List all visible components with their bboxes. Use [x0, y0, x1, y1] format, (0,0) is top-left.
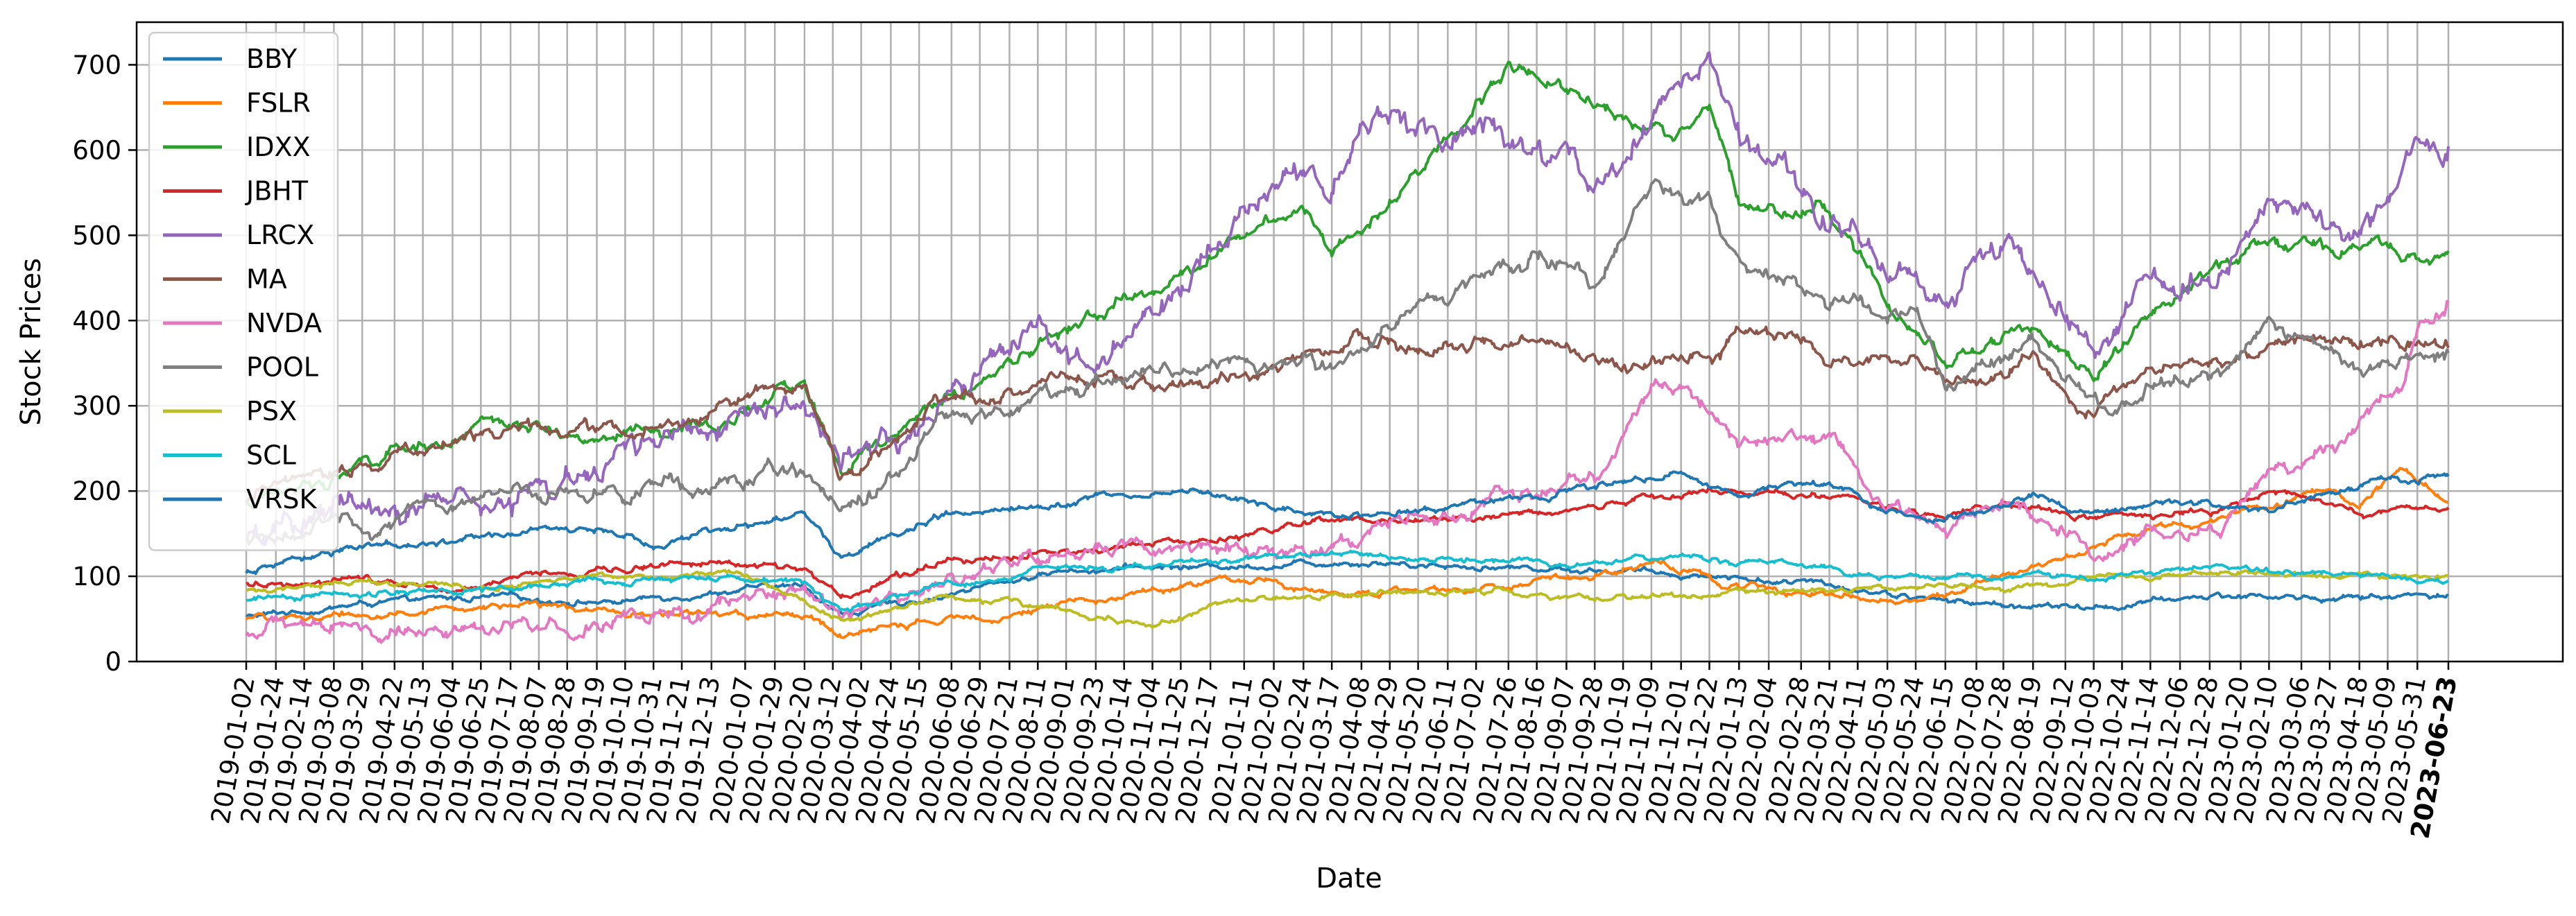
legend-box: [148, 31, 339, 551]
legend-label-fslr: FSLR: [246, 88, 311, 119]
y-tick-label: 300: [72, 391, 121, 421]
x-axis-title: Date: [1316, 863, 1382, 895]
y-tick-label: 400: [72, 306, 121, 336]
plot-frame: [135, 21, 2564, 663]
legend-label-psx: PSX: [246, 396, 297, 426]
series-line-psx: [246, 569, 2449, 629]
legend: BBY FSLR IDXX JBHT LRCX MA NVDA POOL PSX SCL VRSK: [148, 31, 339, 551]
legend-label-pool: POOL: [246, 352, 318, 383]
legend-label-ma: MA: [246, 264, 287, 295]
series-line-nvda: [245, 300, 2450, 644]
series-line-pool: [245, 178, 2450, 546]
y-tick-label: 100: [72, 562, 121, 591]
series-line-scl: [246, 549, 2449, 613]
series-line-vrsk: [245, 470, 2450, 576]
legend-label-lrcx: LRCX: [246, 220, 314, 250]
legend-label-scl: SCL: [246, 440, 296, 471]
x-axis-ticks: 2019-01-022019-01-242019-02-142019-03-08…: [205, 662, 2463, 841]
legend-label-nvda: NVDA: [246, 308, 322, 338]
y-tick-label: 700: [72, 50, 121, 80]
y-tick-label: 500: [72, 221, 121, 250]
y-tick-label: 600: [72, 135, 121, 165]
series-lines: [245, 51, 2450, 644]
legend-label-jbht: JBHT: [245, 176, 309, 207]
legend-label-vrsk: VRSK: [246, 484, 318, 515]
y-tick-label: 0: [105, 647, 121, 677]
legend-label-idxx: IDXX: [246, 132, 311, 162]
y-tick-label: 200: [72, 476, 121, 506]
series-line-bby: [245, 558, 2449, 619]
series-line-lrcx: [245, 51, 2450, 546]
series-line-idxx: [245, 60, 2450, 510]
y-axis-title: Stock Prices: [15, 258, 47, 426]
series-line-ma: [245, 325, 2450, 504]
legend-label-bby: BBY: [246, 44, 298, 74]
y-axis-ticks: 0 100 200 300 400 500 600 700: [72, 50, 137, 677]
